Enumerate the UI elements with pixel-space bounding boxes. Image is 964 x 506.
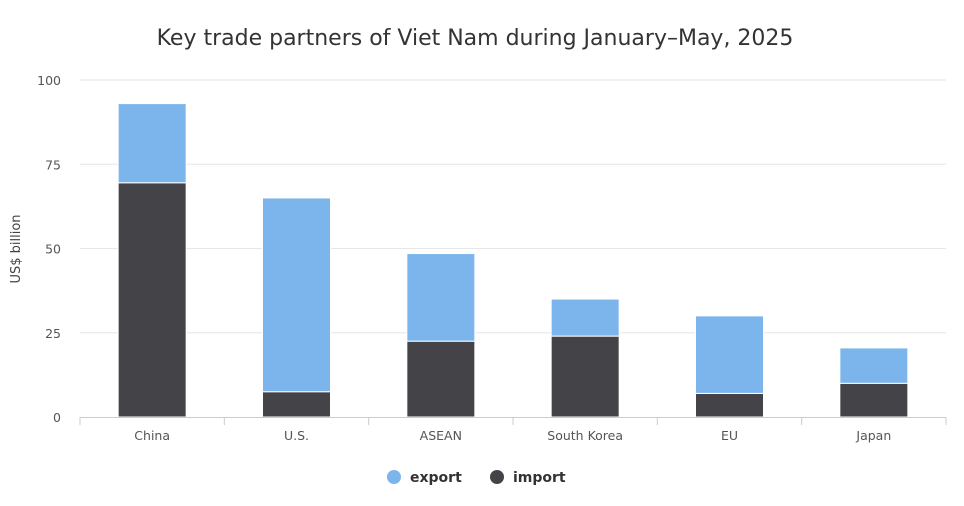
legend-marker-import (490, 470, 504, 484)
chart-title: Key trade partners of Viet Nam during Ja… (157, 26, 794, 51)
y-tick-label: 100 (37, 73, 61, 88)
bar-export-asean[interactable] (406, 253, 476, 342)
y-tick-label: 75 (45, 157, 61, 172)
bar-export-eu[interactable] (695, 315, 764, 394)
bars (117, 103, 909, 418)
legend-marker-export (387, 470, 401, 484)
y-tick-label: 25 (45, 326, 61, 341)
bar-import-china[interactable] (117, 182, 187, 418)
bar-import-south-korea[interactable] (550, 335, 620, 418)
x-tick-label: ASEAN (420, 428, 462, 443)
y-axis-label: US$ billion (9, 214, 24, 283)
grid-lines (80, 79, 946, 334)
legend-label-export: export (410, 470, 462, 486)
bar-export-south-korea[interactable] (550, 298, 620, 337)
y-tick-label: 50 (45, 242, 61, 257)
y-tick-label: 0 (53, 410, 61, 425)
x-tick-label: U.S. (284, 428, 309, 443)
bar-import-asean[interactable] (406, 340, 476, 418)
y-axis-ticks: 0 25 50 75 100 (37, 73, 61, 425)
x-tick-label: South Korea (547, 428, 623, 443)
bar-export-japan[interactable] (839, 347, 909, 384)
bar-import-japan[interactable] (839, 382, 909, 418)
bar-import-u-s-[interactable] (262, 391, 331, 418)
legend-item-import[interactable]: import (490, 470, 566, 486)
bar-export-u-s-[interactable] (262, 197, 331, 393)
legend: export import (387, 470, 566, 486)
x-tick-label: Japan (855, 428, 891, 443)
x-tick-label: China (134, 428, 170, 443)
x-axis-ticks: China U.S. ASEAN South Korea EU Japan (79, 417, 947, 443)
bar-export-china[interactable] (117, 103, 187, 184)
legend-label-import: import (513, 470, 566, 486)
x-tick-label: EU (721, 428, 738, 443)
bar-import-eu[interactable] (695, 392, 764, 418)
legend-item-export[interactable]: export (387, 470, 462, 486)
